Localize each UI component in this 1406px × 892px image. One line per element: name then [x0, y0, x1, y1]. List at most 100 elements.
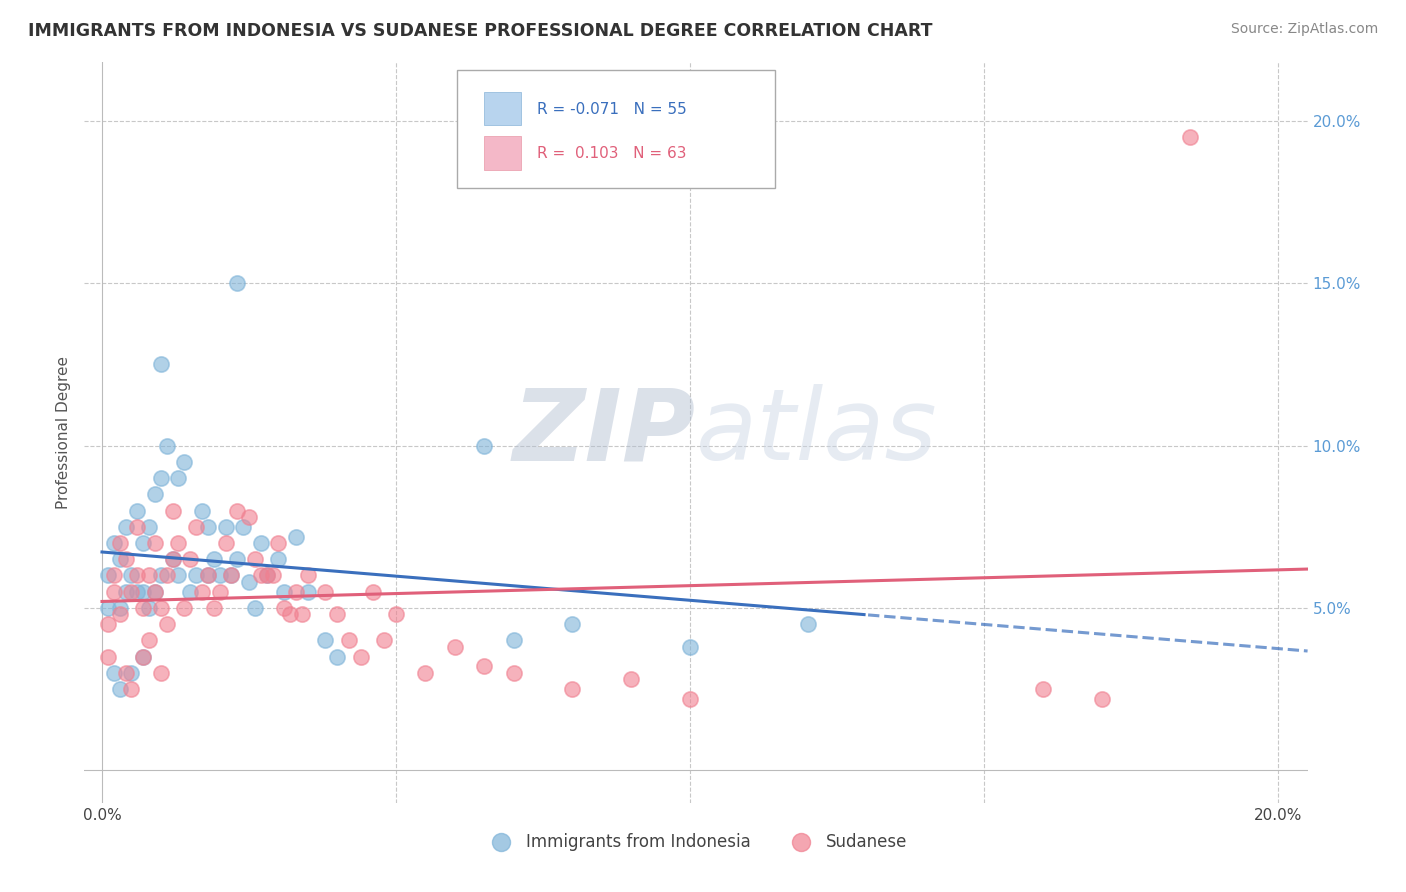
Point [444, 640, 467, 654]
Point [337, 633, 360, 648]
Point [127, 503, 149, 517]
Point [267, 552, 290, 566]
Point [156, 617, 179, 632]
Point [243, 601, 266, 615]
Point [502, 633, 524, 648]
Point [138, 568, 160, 582]
Point [561, 617, 583, 632]
Point [114, 552, 136, 566]
Point [173, 455, 195, 469]
Point [167, 471, 190, 485]
Point [267, 536, 290, 550]
Point [679, 640, 702, 654]
Point [132, 584, 155, 599]
Point [238, 574, 260, 589]
Point [120, 584, 142, 599]
Point [191, 503, 214, 517]
Point [120, 665, 142, 680]
Text: R = -0.071   N = 55: R = -0.071 N = 55 [537, 102, 686, 117]
Point [361, 584, 384, 599]
Point [156, 439, 179, 453]
Point [620, 673, 643, 687]
Point [179, 552, 201, 566]
Point [373, 633, 395, 648]
Point [221, 568, 243, 582]
Point [108, 552, 131, 566]
Point [114, 584, 136, 599]
Point [679, 692, 702, 706]
Point [285, 584, 308, 599]
Point [184, 520, 207, 534]
FancyBboxPatch shape [484, 136, 522, 169]
Point [108, 607, 131, 622]
Legend: Immigrants from Indonesia, Sudanese: Immigrants from Indonesia, Sudanese [478, 826, 914, 857]
Point [326, 649, 349, 664]
Point [314, 584, 336, 599]
Point [273, 584, 295, 599]
Point [249, 568, 271, 582]
Point [149, 568, 172, 582]
Point [143, 487, 166, 501]
Point [149, 665, 172, 680]
Point [162, 552, 184, 566]
Point [197, 568, 219, 582]
Point [120, 682, 142, 697]
Point [208, 584, 231, 599]
Point [132, 601, 155, 615]
Point [278, 607, 301, 622]
Point [143, 536, 166, 550]
Text: Source: ZipAtlas.com: Source: ZipAtlas.com [1230, 22, 1378, 37]
Point [138, 520, 160, 534]
Point [1032, 682, 1054, 697]
Point [156, 568, 179, 582]
Point [202, 601, 225, 615]
Point [232, 520, 254, 534]
Point [256, 568, 278, 582]
Point [291, 607, 314, 622]
Point [249, 536, 271, 550]
Text: IMMIGRANTS FROM INDONESIA VS SUDANESE PROFESSIONAL DEGREE CORRELATION CHART: IMMIGRANTS FROM INDONESIA VS SUDANESE PR… [28, 22, 932, 40]
Text: atlas: atlas [696, 384, 938, 481]
Point [796, 617, 818, 632]
Point [226, 277, 249, 291]
Point [262, 568, 284, 582]
Point [162, 503, 184, 517]
Point [214, 536, 236, 550]
Point [97, 617, 120, 632]
Point [472, 659, 495, 673]
Point [108, 536, 131, 550]
Point [103, 584, 125, 599]
Point [197, 568, 219, 582]
Point [179, 584, 201, 599]
Point [273, 601, 295, 615]
Point [226, 552, 249, 566]
Point [221, 568, 243, 582]
Point [162, 552, 184, 566]
Point [208, 568, 231, 582]
Point [472, 439, 495, 453]
Point [191, 584, 214, 599]
Point [132, 649, 155, 664]
Point [326, 607, 349, 622]
Point [256, 568, 278, 582]
Point [103, 568, 125, 582]
Point [385, 607, 408, 622]
Point [127, 584, 149, 599]
Point [138, 601, 160, 615]
Point [108, 682, 131, 697]
Point [114, 520, 136, 534]
Point [502, 665, 524, 680]
Point [149, 601, 172, 615]
Point [127, 568, 149, 582]
Text: R =  0.103   N = 63: R = 0.103 N = 63 [537, 146, 686, 161]
Point [103, 536, 125, 550]
Point [197, 520, 219, 534]
Point [97, 601, 120, 615]
Point [114, 665, 136, 680]
Point [108, 601, 131, 615]
Point [184, 568, 207, 582]
Point [132, 649, 155, 664]
FancyBboxPatch shape [457, 70, 776, 188]
Point [132, 536, 155, 550]
Point [243, 552, 266, 566]
